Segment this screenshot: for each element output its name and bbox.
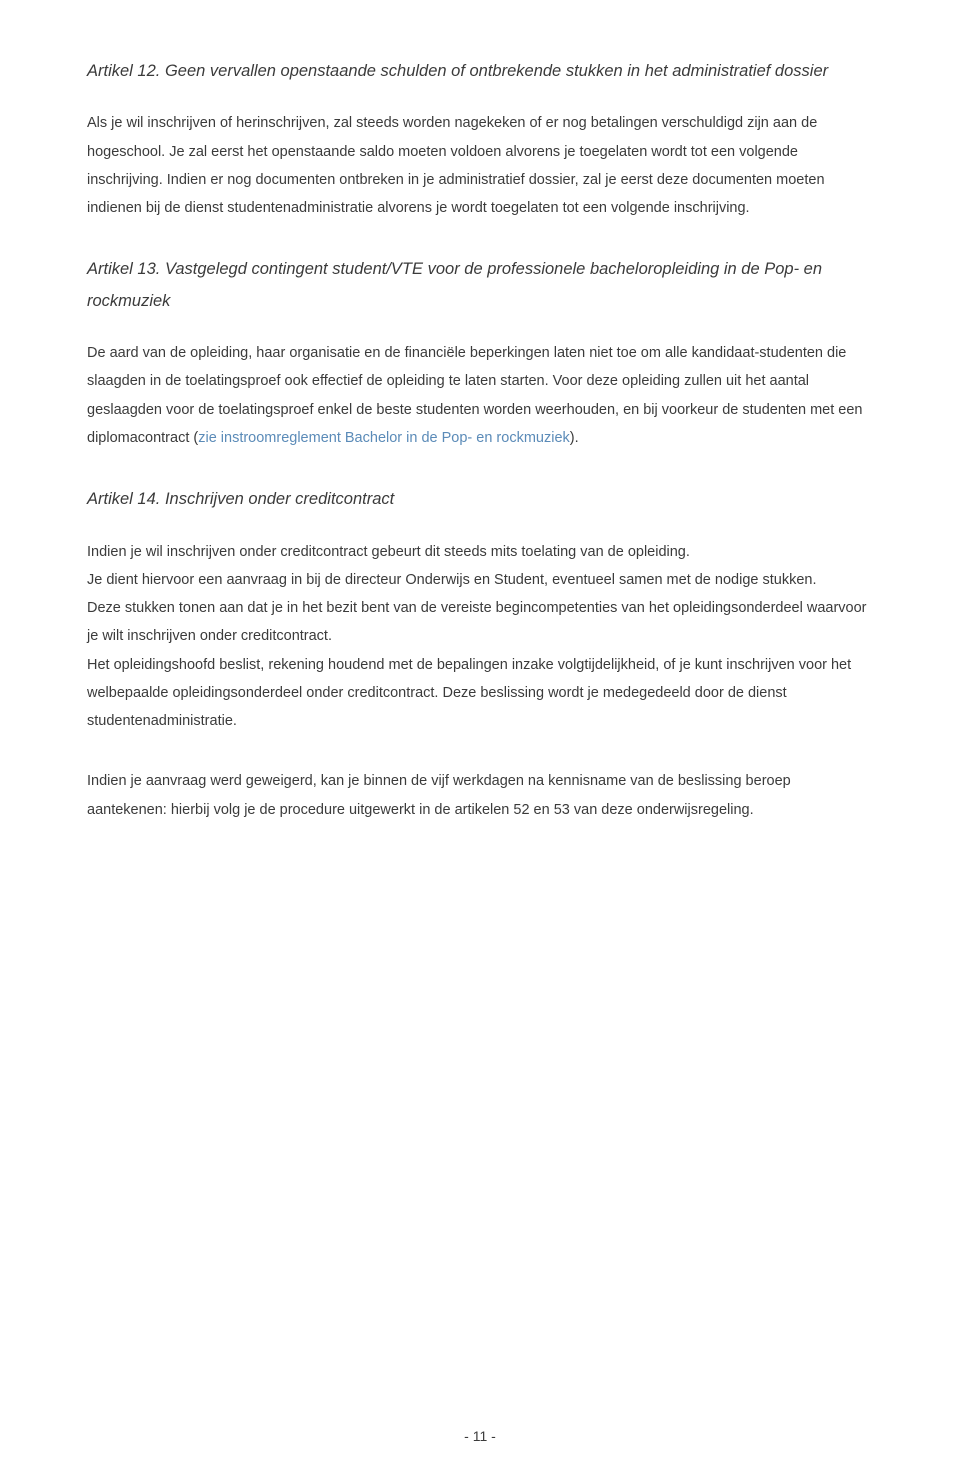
article-12-body: Als je wil inschrijven of herinschrijven… bbox=[87, 109, 873, 222]
instroomreglement-link[interactable]: zie instroomreglement Bachelor in de Pop… bbox=[198, 430, 570, 446]
article-13-body: De aard van de opleiding, haar organisat… bbox=[87, 339, 873, 452]
article-14-paragraph-2: Indien je aanvraag werd geweigerd, kan j… bbox=[87, 767, 873, 824]
article-14-title: Artikel 14. Inschrijven onder creditcont… bbox=[87, 484, 873, 515]
article-13-body-part2: ). bbox=[570, 430, 579, 446]
article-12-title: Artikel 12. Geen vervallen openstaande s… bbox=[87, 56, 873, 87]
article-14-paragraph-1: Indien je wil inschrijven onder creditco… bbox=[87, 538, 873, 736]
page-number: - 11 - bbox=[464, 1428, 496, 1444]
article-13-title: Artikel 13. Vastgelegd contingent studen… bbox=[87, 254, 873, 317]
